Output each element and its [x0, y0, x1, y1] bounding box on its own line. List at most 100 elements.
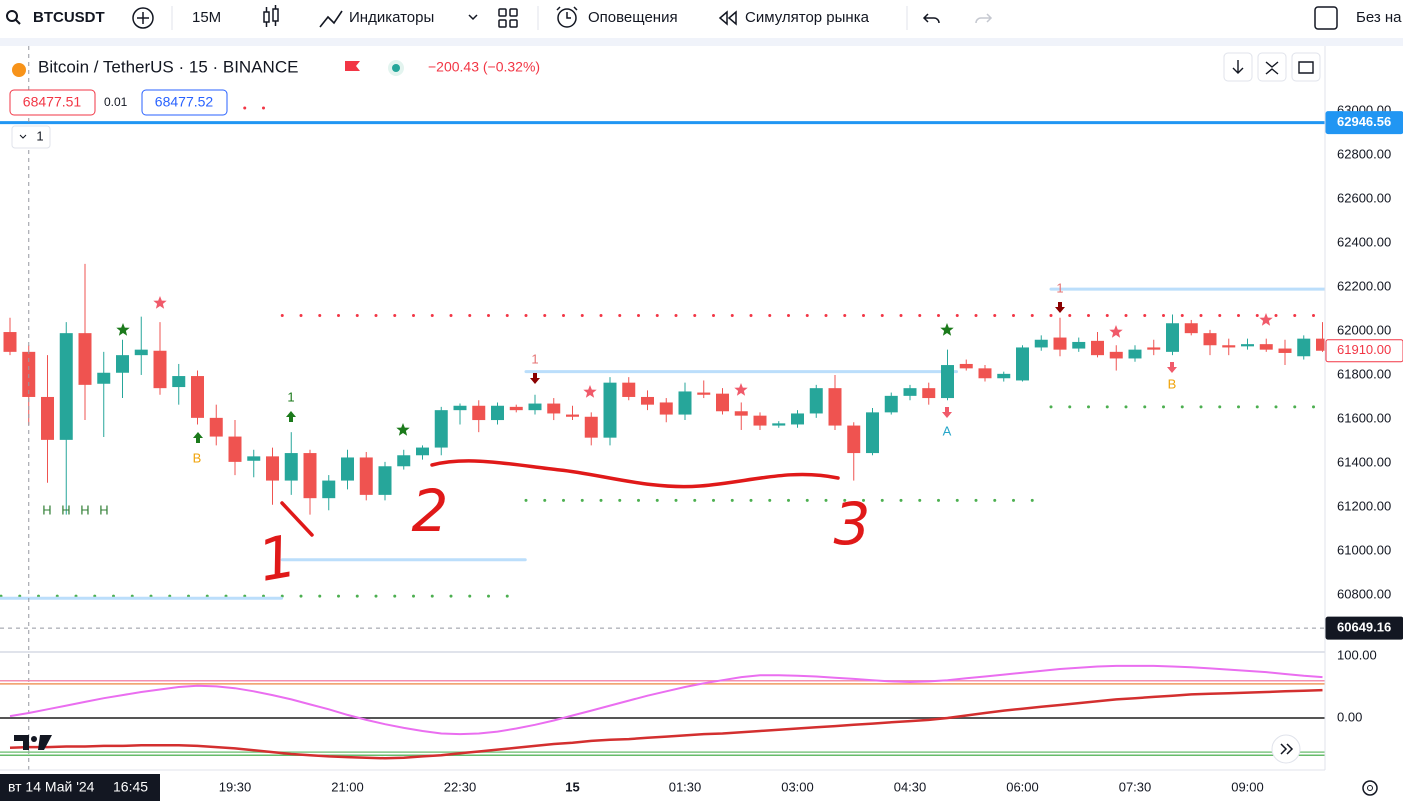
x-tick-label: 04:30 [894, 779, 927, 794]
replay-icon[interactable] [718, 10, 737, 26]
replay[interactable]: Симулятор рынка [745, 9, 870, 26]
candle-body [266, 456, 279, 481]
osc-line [9, 664, 1323, 736]
star [734, 383, 748, 396]
y-tick-label: 61400.00 [1337, 454, 1391, 469]
checkbox[interactable] [1314, 6, 1338, 30]
candle-body [1016, 347, 1029, 381]
chevron[interactable] [468, 14, 478, 21]
ask[interactable]: 68477.52 [155, 94, 214, 110]
y-tick-label: 61800.00 [1337, 366, 1391, 381]
candle-body [434, 410, 448, 448]
candle-body [397, 455, 411, 467]
x-tick-label: 22:30 [444, 779, 477, 794]
candle-body [678, 391, 692, 415]
arrow [1055, 302, 1065, 313]
crosshair-date: вт 14 Май '24 [8, 779, 95, 795]
star [583, 385, 597, 398]
sell-box[interactable] [9, 89, 96, 116]
add-symbol[interactable] [132, 7, 154, 29]
star [116, 323, 130, 336]
x-tick-label: 19:30 [219, 779, 252, 794]
marker-label: A [943, 423, 952, 438]
candle-body [603, 382, 617, 438]
candle-body [547, 403, 561, 414]
y-tick-label: 61200.00 [1337, 498, 1391, 513]
x-tick-label: 03:00 [781, 779, 814, 794]
price-label-box [1325, 616, 1403, 640]
hand-drawn-stroke [280, 501, 314, 537]
candle-body [866, 412, 879, 454]
alerts[interactable]: Оповещения [588, 9, 678, 26]
coin-icon [12, 63, 26, 77]
interval[interactable]: 15M [192, 9, 221, 26]
layout-icon[interactable] [498, 8, 518, 28]
candle-body [1091, 340, 1104, 356]
buy-box[interactable] [141, 89, 228, 116]
chart-type[interactable] [263, 5, 279, 27]
hand-drawn-number: 3 [834, 490, 871, 558]
price-label-box [1325, 339, 1403, 363]
pane-number: 1 [36, 128, 43, 143]
candle-body [3, 332, 17, 352]
marker-label: H [42, 502, 51, 517]
candle-body [191, 376, 204, 418]
candle-body [172, 376, 186, 388]
star [1259, 313, 1273, 326]
candle-body [134, 349, 148, 356]
candle-body [1259, 344, 1273, 350]
candle-body [78, 333, 92, 385]
tv-logo [14, 735, 52, 750]
candle-body [1166, 323, 1179, 352]
x-tick-label: 21:00 [331, 779, 364, 794]
candle-body [734, 411, 748, 416]
candle-body [416, 447, 429, 456]
star [940, 323, 954, 336]
star [1109, 325, 1123, 338]
hand-drawn-number: 1 [253, 521, 301, 594]
settings[interactable] [1362, 780, 1378, 796]
osc-line [9, 688, 1323, 760]
axes: 60800.00 61000.00 61200.00 61400.00 61600.00… [0, 46, 1403, 801]
candle-body [472, 405, 486, 421]
candle-body [884, 395, 898, 413]
chevron[interactable] [19, 134, 27, 139]
candle-body [491, 405, 504, 421]
symbol[interactable]: BTCUSDT [33, 9, 105, 26]
candle-body [903, 388, 917, 396]
candle-body [1222, 345, 1236, 348]
candle-body [378, 466, 392, 495]
legend-title: Bitcoin / TetherUS · 15 · BINANCE [38, 57, 298, 76]
marker-label: H [80, 502, 89, 517]
candle-body [828, 388, 842, 426]
marker-label: B [193, 450, 202, 465]
y-tick-label: 62200.00 [1337, 278, 1391, 293]
indicators[interactable]: Индикаторы [349, 9, 434, 26]
candle-body [1053, 337, 1067, 350]
hand-drawn-curve [430, 459, 840, 489]
scroll-icon[interactable] [1280, 743, 1294, 755]
x-tick-label: 15 [565, 779, 579, 794]
search-icon[interactable] [6, 10, 21, 25]
price-label: 61910.00 [1337, 342, 1391, 357]
undo[interactable] [922, 13, 940, 24]
candle-body [97, 372, 111, 384]
toolbar-cut[interactable]: Без на [1356, 9, 1402, 26]
alert-icon[interactable] [556, 6, 578, 28]
candle-body [978, 368, 992, 379]
spread: 0.01 [104, 95, 128, 109]
candle-body [922, 388, 936, 399]
indicators-icon[interactable] [319, 10, 343, 28]
y-tick-label: 100.00 [1337, 647, 1377, 662]
change: −200.43 (−0.32%) [428, 59, 540, 75]
flag[interactable] [345, 61, 360, 71]
pane-icons[interactable] [1232, 60, 1314, 75]
pane-buttons[interactable] [1223, 52, 1321, 82]
candle-body [772, 423, 786, 426]
bid[interactable]: 68477.51 [23, 94, 82, 110]
redo[interactable] [975, 13, 993, 24]
pane-box[interactable] [11, 125, 51, 149]
